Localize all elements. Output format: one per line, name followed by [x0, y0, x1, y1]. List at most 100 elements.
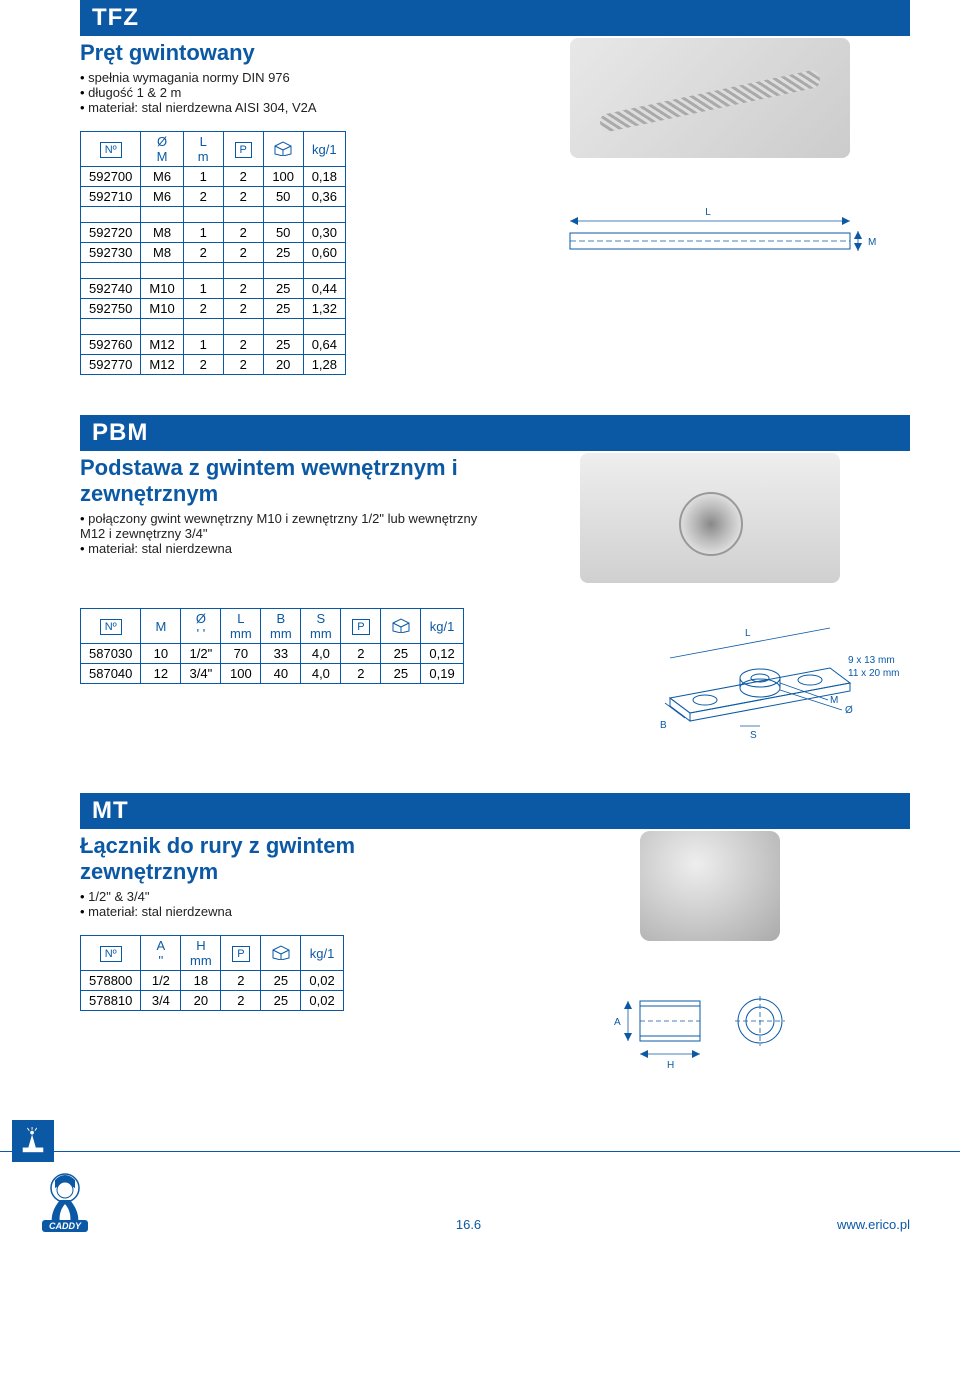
table-row: 592750M1022251,32 — [81, 299, 346, 319]
table-cell: 2 — [223, 243, 263, 263]
table-cell: M12 — [141, 355, 183, 375]
pbm-table: NºMØ' 'LmmBmmSmmPkg/1587030101/2"70334,0… — [80, 608, 464, 684]
table-row: 592760M1212250,64 — [81, 335, 346, 355]
svg-text:M: M — [830, 695, 838, 706]
page-number: 16.6 — [100, 1217, 837, 1232]
table-cell: 592730 — [81, 243, 141, 263]
table-row: 592730M822250,60 — [81, 243, 346, 263]
table-cell: 3/4 — [141, 991, 181, 1011]
table-cell: 2 — [221, 971, 261, 991]
col-header: Ø' ' — [181, 609, 221, 644]
pbm-bullets: połączony gwint wewnętrzny M10 i zewnętr… — [80, 511, 480, 556]
svg-text:L: L — [705, 207, 711, 218]
svg-text:M: M — [868, 237, 876, 248]
table-cell: 18 — [181, 971, 221, 991]
table-cell: 2 — [223, 167, 263, 187]
table-cell: 0,60 — [303, 243, 345, 263]
bullet: materiał: stal nierdzewna AISI 304, V2A — [80, 100, 480, 115]
table-cell: 2 — [183, 299, 223, 319]
table-cell: M10 — [141, 299, 183, 319]
mt-diagram: A H — [600, 976, 820, 1076]
section-title-tfz: Pręt gwintowany — [80, 40, 480, 66]
pbm-photo — [580, 453, 840, 583]
tfz-bullets: spełnia wymagania normy DIN 976 długość … — [80, 70, 480, 115]
table-cell: 2 — [341, 664, 381, 684]
table-cell: 25 — [381, 644, 421, 664]
bullet: długość 1 & 2 m — [80, 85, 480, 100]
col-header: P — [341, 609, 381, 644]
table-cell: 25 — [263, 299, 303, 319]
col-header: Nº — [81, 609, 141, 644]
side-category-icon — [12, 1120, 54, 1162]
svg-text:S: S — [750, 730, 757, 741]
section-pbm: PBM Podstawa z gwintem wewnętrznym i zew… — [80, 415, 910, 763]
table-cell: 25 — [263, 243, 303, 263]
bullet: spełnia wymagania normy DIN 976 — [80, 70, 480, 85]
table-row: 592740M1012250,44 — [81, 279, 346, 299]
table-row: 5788103/4202250,02 — [81, 991, 344, 1011]
svg-text:9 x 13 mm: 9 x 13 mm — [848, 655, 895, 666]
col-header — [263, 132, 303, 167]
col-header — [261, 936, 301, 971]
table-cell: 1 — [183, 279, 223, 299]
table-row: 592710M622500,36 — [81, 187, 346, 207]
table-cell: 70 — [221, 644, 261, 664]
table-cell: M6 — [141, 187, 183, 207]
col-header: Nº — [81, 936, 141, 971]
table-cell: 587040 — [81, 664, 141, 684]
table-cell: 2 — [183, 187, 223, 207]
svg-text:11 x 20 mm: 11 x 20 mm — [848, 668, 900, 679]
table-cell: 1 — [183, 335, 223, 355]
table-cell: 0,64 — [303, 335, 345, 355]
table-cell: 4,0 — [301, 644, 341, 664]
col-header — [381, 609, 421, 644]
table-cell: 25 — [261, 991, 301, 1011]
col-header: M — [141, 609, 181, 644]
table-cell: 0,36 — [303, 187, 345, 207]
bullet: 1/2" & 3/4" — [80, 889, 480, 904]
table-cell: 25 — [263, 279, 303, 299]
table-cell: 0,30 — [303, 223, 345, 243]
svg-text:B: B — [660, 720, 667, 731]
brand-logo: CADDY — [30, 1162, 100, 1232]
bullet: materiał: stal nierdzewna — [80, 904, 480, 919]
table-cell: 20 — [263, 355, 303, 375]
table-cell: 592710 — [81, 187, 141, 207]
col-header: Lm — [183, 132, 223, 167]
table-cell: 25 — [261, 971, 301, 991]
table-cell: M8 — [141, 243, 183, 263]
table-cell: 592760 — [81, 335, 141, 355]
table-cell: 2 — [223, 335, 263, 355]
section-tfz: TFZ Pręt gwintowany spełnia wymagania no… — [80, 0, 910, 385]
col-header: Smm — [301, 609, 341, 644]
table-cell: 592720 — [81, 223, 141, 243]
table-row: 5788001/2182250,02 — [81, 971, 344, 991]
table-cell: 0,12 — [421, 644, 463, 664]
table-cell: M8 — [141, 223, 183, 243]
section-code-tfz: TFZ — [80, 0, 910, 36]
svg-text:A: A — [614, 1017, 621, 1028]
table-cell: 2 — [183, 243, 223, 263]
col-header: P — [221, 936, 261, 971]
col-header: A'' — [141, 936, 181, 971]
table-cell: 0,02 — [301, 991, 343, 1011]
bullet: materiał: stal nierdzewna — [80, 541, 480, 556]
table-cell: 100 — [221, 664, 261, 684]
table-cell: 2 — [341, 644, 381, 664]
section-title-mt: Łącznik do rury z gwintem zewnętrznym — [80, 833, 480, 885]
table-cell: 1,32 — [303, 299, 345, 319]
section-mt: MT Łącznik do rury z gwintem zewnętrznym… — [80, 793, 910, 1081]
table-cell: 25 — [263, 335, 303, 355]
bullet: połączony gwint wewnętrzny M10 i zewnętr… — [80, 511, 480, 541]
section-code-mt: MT — [80, 793, 910, 829]
table-cell: M12 — [141, 335, 183, 355]
tfz-photo — [570, 38, 850, 158]
table-cell: 1/2" — [181, 644, 221, 664]
table-cell: 587030 — [81, 644, 141, 664]
table-cell: 1 — [183, 223, 223, 243]
table-row: 592720M812500,30 — [81, 223, 346, 243]
table-cell: 100 — [263, 167, 303, 187]
table-row: 592770M1222201,28 — [81, 355, 346, 375]
table-cell: 2 — [223, 355, 263, 375]
table-cell: 0,18 — [303, 167, 345, 187]
